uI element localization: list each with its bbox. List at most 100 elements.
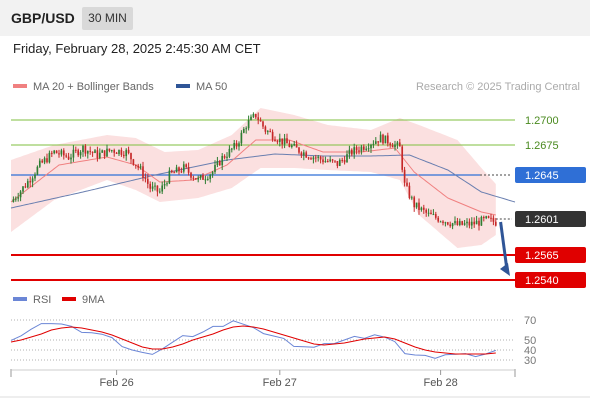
candle-body: [278, 138, 281, 143]
candle-body: [415, 202, 418, 208]
candle-body: [254, 114, 257, 118]
candle-body: [439, 221, 442, 223]
candle-body: [26, 181, 29, 188]
candle-body: [490, 217, 492, 219]
candle-body: [391, 145, 394, 148]
candle-body: [60, 150, 63, 155]
candle-body: [113, 150, 116, 153]
candle-body: [362, 146, 365, 150]
candle-body: [190, 172, 192, 178]
candle-body: [221, 155, 224, 166]
candle-body: [204, 179, 207, 181]
candle-body: [314, 157, 317, 159]
candle-body: [103, 150, 106, 157]
candle-body: [473, 221, 476, 225]
candle-body: [269, 131, 272, 133]
candle-body: [338, 159, 341, 166]
candle-body: [271, 131, 274, 140]
candle-body: [82, 145, 84, 153]
candle-body: [65, 155, 68, 157]
candle-body: [394, 144, 396, 148]
candle-body: [206, 178, 209, 180]
candle-body: [70, 157, 72, 160]
x-tick-label: Feb 28: [423, 377, 457, 389]
candle-body: [482, 216, 485, 219]
candle-body: [430, 212, 432, 215]
candle-body: [151, 186, 154, 189]
level-label: 1.2601: [525, 214, 559, 226]
candle-body: [216, 160, 219, 166]
candle-body: [475, 220, 478, 225]
candle-body: [122, 154, 125, 157]
candle-body: [408, 185, 411, 198]
candle-body: [257, 117, 260, 121]
candle-body: [182, 164, 185, 172]
forecast-arrow-head: [500, 263, 510, 276]
candle-body: [341, 159, 344, 161]
candle-body: [358, 150, 360, 152]
chart-header: GBP/USD 30 MIN: [0, 0, 590, 36]
candle-body: [302, 152, 305, 156]
candle-body: [48, 152, 51, 163]
candle-body: [322, 159, 324, 163]
candle-body: [437, 217, 440, 222]
rsi-ma-line: [10, 325, 496, 355]
rsi-tick-label: 40: [524, 345, 536, 357]
level-label: 1.2675: [525, 140, 559, 152]
candle-body: [226, 156, 228, 158]
candle-body: [62, 150, 65, 156]
candle-body: [43, 158, 46, 163]
candle-body: [149, 183, 152, 189]
candle-body: [252, 114, 255, 117]
legend-label: MA 20 + Bollinger Bands: [33, 81, 154, 93]
candle-body: [331, 159, 334, 161]
candle-body: [422, 207, 425, 210]
candle-body: [101, 150, 104, 153]
x-tick-label: Feb 26: [99, 377, 133, 389]
candle-body: [245, 128, 248, 130]
candle-body: [163, 184, 166, 186]
candle-body: [110, 150, 113, 152]
candle-body: [259, 120, 262, 122]
candle-body: [307, 157, 310, 159]
candle-body: [283, 138, 286, 145]
candle-body: [487, 216, 490, 218]
candle-body: [178, 167, 180, 172]
credit-text: Research © 2025 Trading Central: [416, 81, 580, 93]
candle-body: [192, 177, 195, 179]
candle-body: [293, 143, 296, 146]
candle-body: [144, 177, 147, 180]
candle-body: [230, 148, 233, 150]
candle-body: [89, 150, 92, 152]
candle-body: [235, 143, 238, 147]
candle-body: [118, 149, 120, 154]
legend-swatch: [176, 84, 190, 88]
candle-body: [365, 148, 368, 150]
candle-body: [12, 199, 15, 202]
candle-body: [218, 160, 221, 166]
candle-body: [348, 149, 351, 155]
candle-body: [161, 185, 164, 192]
level-label: 1.2540: [525, 275, 559, 287]
candle-body: [96, 150, 99, 159]
candle-body: [398, 142, 401, 147]
candle-body: [470, 221, 473, 226]
candle-body: [74, 149, 77, 151]
candle-body: [276, 141, 279, 143]
candle-body: [79, 152, 82, 156]
candle-body: [108, 148, 111, 151]
current-price-box: [515, 211, 586, 227]
candle-body: [31, 178, 34, 183]
candle-body: [175, 167, 178, 173]
level-label: 1.2645: [525, 170, 559, 182]
rsi-tick-label: 30: [524, 355, 536, 367]
candle-body: [146, 179, 149, 184]
candle-body: [326, 161, 329, 163]
candle-body: [14, 198, 17, 200]
candle-body: [444, 222, 447, 224]
candle-body: [142, 166, 144, 178]
candle-body: [127, 149, 130, 154]
candle-body: [329, 159, 332, 162]
timeframe-button[interactable]: 30 MIN: [82, 7, 133, 30]
candle-body: [389, 143, 392, 146]
